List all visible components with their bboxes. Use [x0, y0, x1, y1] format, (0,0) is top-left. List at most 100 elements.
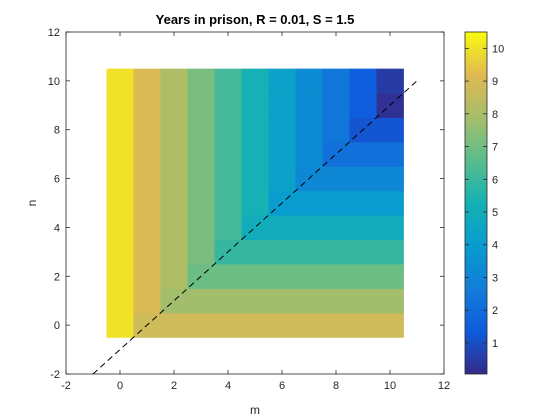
x-axis-label: m — [250, 403, 260, 417]
heatmap-cell — [349, 312, 377, 338]
heatmap-cell — [133, 190, 161, 216]
heatmap-cell — [376, 141, 404, 167]
colorbar-tick-label: 4 — [492, 240, 498, 252]
colorbar-gradient — [465, 32, 487, 374]
heatmap-cell — [268, 166, 296, 192]
heatmap-cell — [187, 312, 215, 338]
heatmap-cell — [133, 166, 161, 192]
heatmap-cell — [133, 141, 161, 167]
x-tick-label: 6 — [279, 380, 285, 392]
heatmap-cell — [160, 141, 188, 167]
heatmap-cell — [133, 264, 161, 289]
heatmap-cell — [322, 117, 350, 143]
colorbar-tick-label: 6 — [492, 174, 498, 186]
heatmap-cell — [106, 215, 134, 241]
heatmap-cell — [376, 312, 404, 338]
heatmap-cell — [349, 190, 377, 216]
heatmap-cell — [241, 93, 269, 118]
heatmap-cell — [268, 141, 296, 167]
y-tick-label: 12 — [48, 27, 60, 39]
heatmap-cells — [106, 68, 404, 338]
heatmap-cell — [241, 312, 269, 338]
heatmap-cell — [106, 117, 134, 143]
colorbar-tick-label: 5 — [492, 207, 498, 219]
heatmap-cell — [187, 68, 215, 94]
plot-frame — [65, 31, 445, 375]
heatmap-cell — [376, 288, 404, 314]
heatmap-cell — [295, 239, 323, 265]
y-tick-label: 2 — [54, 271, 60, 283]
heatmap-cell — [295, 215, 323, 241]
colorbar-tick-label: 10 — [492, 43, 504, 55]
heatmap-cell — [241, 68, 269, 94]
colorbar-tick-label: 9 — [492, 76, 498, 88]
heatmap-cell — [106, 93, 134, 118]
colorbar-tick-label: 2 — [492, 305, 498, 317]
heatmap-cell — [322, 239, 350, 265]
heatmap-cell — [187, 141, 215, 167]
heatmap-cell — [295, 141, 323, 167]
heatmap-cell — [214, 312, 242, 338]
heatmap-cell — [376, 68, 404, 94]
heatmap-cell — [160, 190, 188, 216]
colorbar-frame — [464, 31, 488, 375]
heatmap-cell — [268, 215, 296, 241]
heatmap-cell — [214, 93, 242, 118]
y-tick-label: -2 — [50, 369, 60, 381]
heatmap-cell — [106, 141, 134, 167]
heatmap-cell — [241, 288, 269, 314]
heatmap-cell — [160, 312, 188, 338]
heatmap-cell — [241, 190, 269, 216]
heatmap-cell — [268, 239, 296, 265]
heatmap-cell — [187, 166, 215, 192]
heatmap-cell — [106, 68, 134, 94]
heatmap-cell — [268, 288, 296, 314]
heatmap-cell — [376, 215, 404, 241]
colorbar-tick-label: 8 — [492, 109, 498, 121]
heatmap-cell — [376, 264, 404, 289]
y-axis-ticks: -2 0 2 4 6 8 10 12 — [48, 27, 444, 381]
heatmap-cell — [160, 264, 188, 289]
heatmap-cell — [160, 239, 188, 265]
heatmap-cell — [241, 264, 269, 289]
chart-title: Years in prison, R = 0.01, S = 1.5 — [156, 12, 355, 27]
diagonal-dashed-line — [92, 80, 418, 375]
x-tick-label: 8 — [333, 380, 339, 392]
heatmap-cell — [349, 215, 377, 241]
heatmap-cell — [322, 264, 350, 289]
heatmap-cell — [106, 264, 134, 289]
heatmap-cell — [241, 141, 269, 167]
x-tick-label: 12 — [438, 380, 450, 392]
heatmap-cell — [349, 93, 377, 118]
heatmap-cell — [376, 166, 404, 192]
heatmap-cell — [241, 166, 269, 192]
heatmap-cell — [187, 215, 215, 241]
heatmap-cell — [376, 190, 404, 216]
heatmap-cell — [133, 215, 161, 241]
heatmap-cell — [268, 312, 296, 338]
heatmap-cell — [295, 68, 323, 94]
heatmap-cell — [106, 312, 134, 338]
heatmap-cell — [133, 68, 161, 94]
heatmap-cell — [349, 68, 377, 94]
heatmap-cell — [322, 93, 350, 118]
colorbar-ticks: 1 2 3 4 5 6 7 8 9 10 — [465, 43, 504, 350]
heatmap-cell — [160, 117, 188, 143]
heatmap-cell — [214, 117, 242, 143]
x-axis-ticks: -2 0 2 4 6 8 10 12 — [61, 32, 450, 392]
heatmap-cell — [268, 117, 296, 143]
heatmap-cell — [322, 215, 350, 241]
heatmap-cell — [376, 117, 404, 143]
heatmap-cell — [214, 68, 242, 94]
heatmap-cell — [268, 264, 296, 289]
y-tick-label: 10 — [48, 76, 60, 88]
x-tick-label: 2 — [171, 380, 177, 392]
y-tick-label: 4 — [54, 222, 60, 234]
heatmap-cell — [133, 117, 161, 143]
y-tick-label: 6 — [54, 174, 60, 186]
heatmap-cell — [295, 312, 323, 338]
heatmap-cell — [295, 93, 323, 118]
heatmap-cell — [322, 68, 350, 94]
heatmap-cell — [160, 215, 188, 241]
